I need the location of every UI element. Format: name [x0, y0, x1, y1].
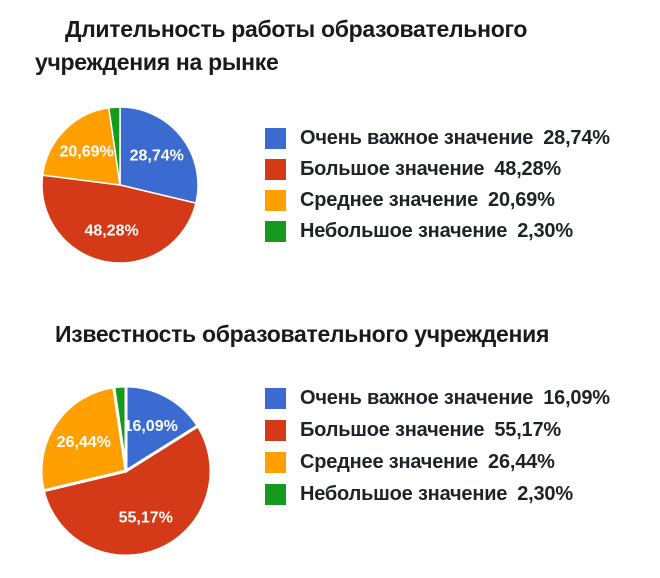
legend-row: Большое значение 48,28%	[265, 158, 610, 180]
legend-swatch-icon	[265, 128, 286, 149]
legend-swatch-icon	[265, 420, 286, 441]
pie-chart-duration: 28,74% 48,28% 20,69%	[38, 103, 202, 272]
legend-fame: Очень важное значение 16,09% Большое значе…	[265, 387, 610, 505]
legend-row: Среднее значение 26,44%	[265, 451, 610, 473]
pie-slice-label: 16,09%	[124, 418, 178, 435]
pie-slice-label: 28,74%	[130, 148, 184, 165]
pie-svg: 28,74% 48,28% 20,69%	[41, 106, 199, 264]
legend-value: 2,30%	[517, 483, 573, 505]
legend-row: Очень важное значение 16,09%	[265, 387, 610, 409]
pie-slice-label: 48,28%	[84, 223, 138, 240]
legend-label: Среднее значение	[300, 451, 479, 473]
legend-value: 16,09%	[543, 387, 610, 409]
legend-label: Небольшое значение	[300, 483, 508, 505]
legend-label: Небольшое значение	[300, 220, 508, 242]
legend-label: Очень важное значение	[300, 387, 534, 409]
legend-value: 55,17%	[494, 419, 561, 441]
pie-slice-3	[108, 106, 121, 186]
legend-row: Большое значение 55,17%	[265, 419, 610, 441]
pie-chart-fame: 16,09% 55,17% 26,44%	[38, 383, 214, 564]
pie-slice-0	[124, 384, 200, 473]
legend-label: Очень важное значение	[300, 127, 534, 149]
pie-slice-0	[119, 106, 199, 204]
pie-slice-1	[41, 174, 197, 264]
pie-slice-3	[112, 384, 128, 473]
legend-swatch-icon	[265, 484, 286, 505]
pie-slice-label: 26,44%	[57, 434, 111, 451]
legend-row: Среднее значение 20,69%	[265, 189, 610, 211]
legend-value: 48,28%	[494, 158, 561, 180]
legend-value: 20,69%	[488, 189, 555, 211]
pie-slice-1	[41, 424, 213, 558]
pie-svg: 16,09% 55,17% 26,44%	[39, 384, 213, 558]
pie-slice-label: 20,69%	[59, 144, 113, 161]
legend-duration: Очень важное значение 28,74% Большое значе…	[265, 127, 610, 242]
pie-slice-2	[41, 107, 121, 186]
legend-label: Большое значение	[300, 158, 485, 180]
legend-swatch-icon	[265, 190, 286, 211]
legend-swatch-icon	[265, 159, 286, 180]
legend-value: 26,44%	[488, 451, 555, 473]
pie-slice-label: 55,17%	[119, 510, 173, 527]
legend-swatch-icon	[265, 388, 286, 409]
pie-slice-2	[39, 385, 128, 493]
chart-title-fame: Известность образовательного учреждения	[55, 321, 550, 347]
legend-swatch-icon	[265, 452, 286, 473]
chart-title-duration: Длительность работы образовательного учр…	[35, 16, 528, 75]
legend-row: Небольшое значение 2,30%	[265, 220, 610, 242]
legend-value: 2,30%	[517, 220, 573, 242]
legend-label: Среднее значение	[300, 189, 479, 211]
legend-label: Большое значение	[300, 419, 485, 441]
legend-row: Небольшое значение 2,30%	[265, 483, 610, 505]
legend-swatch-icon	[265, 221, 286, 242]
legend-value: 28,74%	[543, 127, 610, 149]
legend-row: Очень важное значение 28,74%	[265, 127, 610, 149]
